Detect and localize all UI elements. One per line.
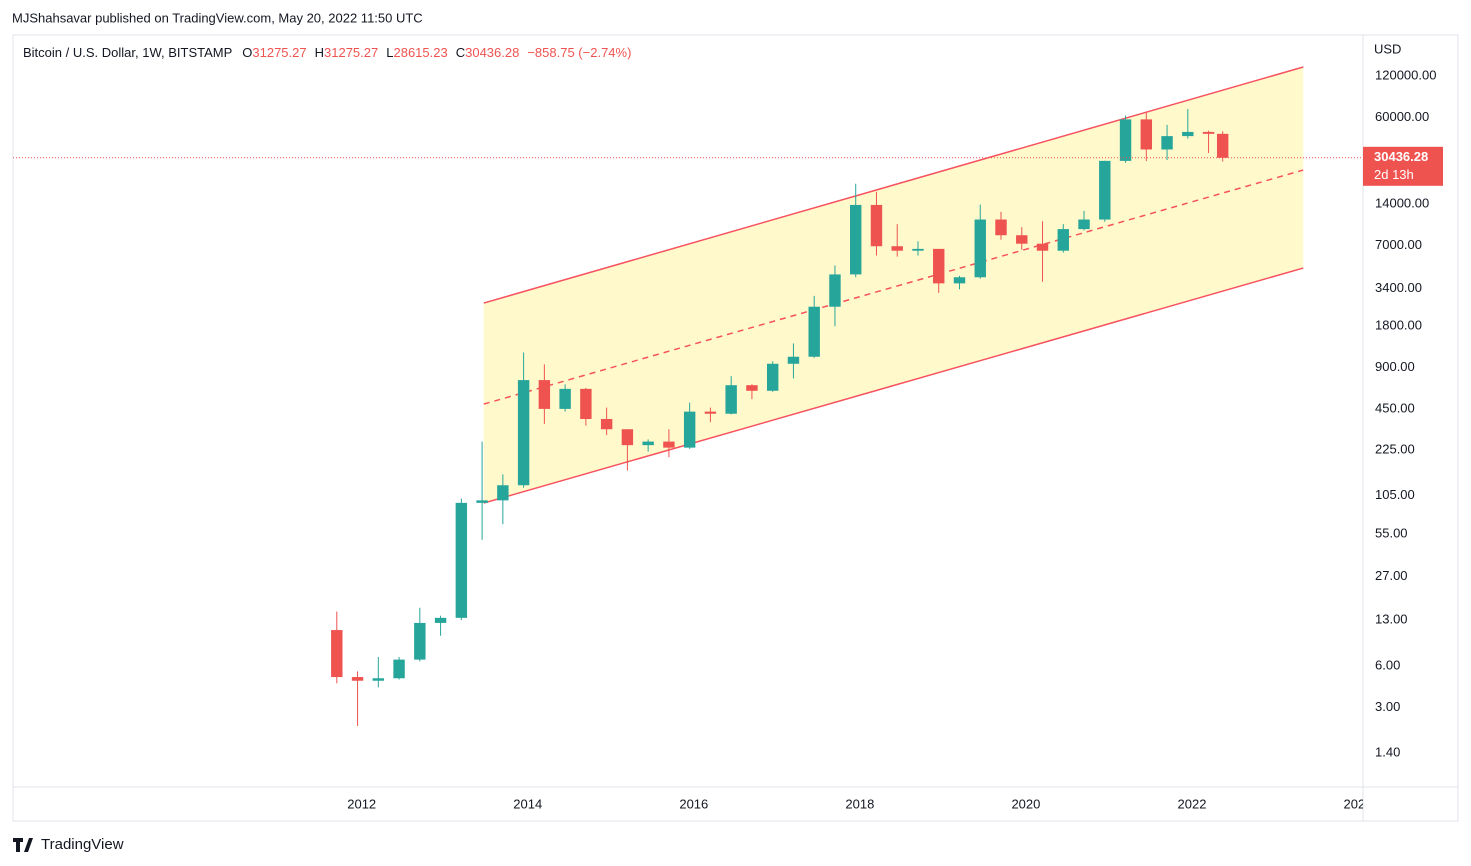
candle-body — [766, 363, 779, 391]
candle-body — [497, 485, 509, 501]
candle-body — [559, 388, 571, 409]
y-tick-label: 14000.00 — [1375, 196, 1429, 211]
y-tick-label: 120000.00 — [1375, 67, 1436, 82]
y-tick-label: 6.00 — [1375, 658, 1400, 673]
y-tick-label: 1800.00 — [1375, 318, 1422, 333]
candle-body — [351, 677, 364, 681]
x-tick-label: 2022 — [1178, 796, 1207, 811]
candle-body — [683, 411, 696, 448]
candle-body — [870, 204, 883, 247]
candle-body — [829, 274, 841, 307]
channel-lower — [483, 267, 1304, 504]
y-tick-label: 900.00 — [1375, 359, 1415, 374]
legend-label: C — [456, 45, 465, 60]
candle-body — [1057, 229, 1069, 251]
y-tick-label: 1.40 — [1375, 744, 1400, 759]
channel-fill — [483, 66, 1304, 504]
y-tick-label: 55.00 — [1375, 526, 1408, 541]
logo — [13, 838, 33, 852]
candle-body — [580, 388, 592, 419]
y-tick-label: 105.00 — [1375, 487, 1415, 502]
candle-body — [1202, 131, 1215, 134]
candle-body — [455, 502, 468, 618]
channel-upper — [483, 66, 1304, 304]
candle-body — [704, 411, 717, 414]
candle-body — [1140, 119, 1153, 150]
last-price-label: 30436.28 — [1374, 149, 1428, 164]
legend-value: 31275.27 — [324, 45, 378, 60]
publisher: MJShahsavar published on TradingView.com… — [12, 10, 423, 25]
candle-body — [621, 429, 634, 446]
legend-label: H — [315, 45, 324, 60]
legend-label: O — [242, 45, 252, 60]
candle-body — [1161, 136, 1173, 150]
legend: Bitcoin / U.S. Dollar, 1W, BITSTAMP O3127… — [23, 45, 631, 60]
candle-body — [912, 248, 924, 251]
candle-body — [1099, 160, 1111, 220]
candle-body — [1182, 131, 1194, 137]
y-tick-label: 60000.00 — [1375, 109, 1429, 124]
y-tick-label: 3.00 — [1375, 699, 1400, 714]
candle-body — [850, 204, 862, 275]
x-tick-label: 2012 — [347, 796, 376, 811]
x-tick-label: 2024 — [1344, 796, 1373, 811]
candle-body — [933, 248, 945, 284]
candle-body — [538, 380, 551, 409]
candle-body — [1216, 133, 1229, 158]
candle-body — [600, 418, 613, 430]
x-tick-label: 2014 — [513, 796, 542, 811]
candle-body — [434, 617, 447, 623]
candle-body — [953, 277, 966, 284]
candle-body — [974, 219, 986, 278]
y-tick-label: 7000.00 — [1375, 237, 1422, 252]
y-tick-label: 3400.00 — [1375, 280, 1422, 295]
legend-change: −858.75 (−2.74%) — [527, 45, 631, 60]
candle-body — [787, 356, 800, 364]
x-tick-label: 2018 — [845, 796, 874, 811]
y-tick-label: 27.00 — [1375, 568, 1408, 583]
candle-body — [414, 622, 426, 660]
candle-body — [1036, 243, 1049, 251]
candle-body — [393, 659, 405, 679]
legend-value: 28615.23 — [393, 45, 447, 60]
candle-body — [808, 306, 820, 357]
y-tick-label: 13.00 — [1375, 612, 1408, 627]
candle-body — [1078, 219, 1090, 230]
candle-body — [663, 441, 675, 448]
symbol: Bitcoin / U.S. Dollar, 1W, BITSTAMP — [23, 45, 232, 60]
candle-body — [517, 380, 530, 486]
frame — [12, 34, 1459, 822]
candle-body — [476, 500, 488, 503]
candle-body — [995, 219, 1007, 236]
candle-body — [331, 630, 343, 678]
brand: TradingView — [41, 836, 124, 853]
candle-body — [1119, 119, 1132, 161]
candle-body — [372, 678, 385, 681]
last-price-box — [1363, 146, 1443, 186]
y-tick-label: 225.00 — [1375, 442, 1415, 457]
candle-body — [746, 385, 758, 391]
legend-value: 31275.27 — [252, 45, 306, 60]
y-axis-unit: USD — [1374, 41, 1401, 56]
y-tick-label: 450.00 — [1375, 400, 1415, 415]
candle-body — [725, 385, 737, 414]
candle-body — [642, 441, 654, 446]
legend-label: L — [386, 45, 393, 60]
x-tick-label: 2016 — [679, 796, 708, 811]
countdown: 2d 13h — [1374, 167, 1414, 182]
legend-value: 30436.28 — [465, 45, 519, 60]
candle-body — [891, 246, 903, 251]
candle-body — [1016, 235, 1028, 244]
x-tick-label: 2020 — [1011, 796, 1040, 811]
